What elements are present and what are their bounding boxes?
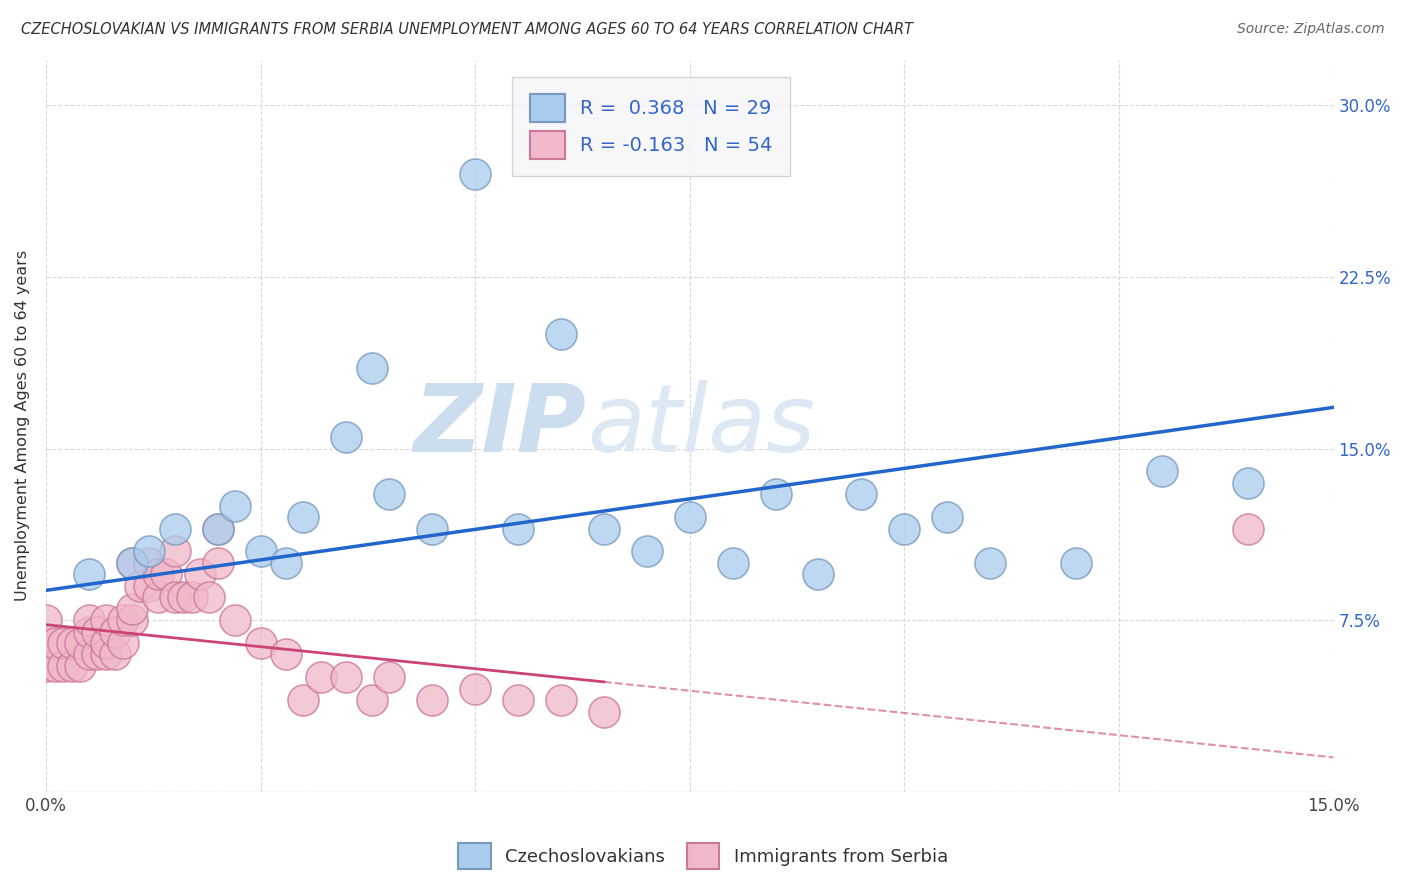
Point: [309, 670, 332, 684]
Point: [180, 591, 202, 605]
Point: [69, 658, 91, 673]
Point: [378, 670, 401, 684]
Point: [112, 613, 135, 627]
Point: [851, 487, 873, 501]
Point: [44, 658, 66, 673]
Point: [224, 613, 246, 627]
Point: [936, 510, 959, 524]
Point: [52, 658, 75, 673]
Point: [420, 522, 443, 536]
Point: [163, 544, 186, 558]
Point: [207, 522, 229, 536]
Point: [1064, 556, 1087, 570]
Point: [77, 624, 100, 639]
Point: [207, 556, 229, 570]
Point: [1236, 475, 1258, 490]
Point: [224, 499, 246, 513]
Point: [1150, 464, 1173, 478]
Point: [35, 636, 58, 650]
Point: [86, 624, 108, 639]
Legend: R =  0.368   N = 29, R = -0.163   N = 54: R = 0.368 N = 29, R = -0.163 N = 54: [512, 77, 790, 177]
Point: [506, 693, 529, 707]
Point: [893, 522, 915, 536]
Point: [464, 167, 486, 181]
Point: [94, 636, 117, 650]
Point: [77, 648, 100, 662]
Point: [378, 487, 401, 501]
Point: [35, 658, 58, 673]
Text: CZECHOSLOVAKIAN VS IMMIGRANTS FROM SERBIA UNEMPLOYMENT AMONG AGES 60 TO 64 YEARS: CZECHOSLOVAKIAN VS IMMIGRANTS FROM SERBI…: [21, 22, 912, 37]
Point: [292, 510, 315, 524]
Point: [146, 591, 169, 605]
Point: [550, 327, 572, 342]
Point: [207, 522, 229, 536]
Point: [129, 579, 152, 593]
Point: [35, 613, 58, 627]
Point: [807, 567, 830, 582]
Point: [60, 658, 83, 673]
Point: [94, 648, 117, 662]
Point: [77, 567, 100, 582]
Point: [276, 556, 298, 570]
Point: [249, 636, 271, 650]
Text: atlas: atlas: [586, 380, 815, 471]
Point: [464, 681, 486, 696]
Point: [69, 636, 91, 650]
Point: [335, 430, 357, 444]
Point: [593, 705, 616, 719]
Point: [361, 361, 384, 376]
Point: [276, 648, 298, 662]
Point: [155, 567, 177, 582]
Point: [77, 613, 100, 627]
Point: [292, 693, 315, 707]
Point: [112, 636, 135, 650]
Point: [335, 670, 357, 684]
Point: [52, 636, 75, 650]
Point: [1236, 522, 1258, 536]
Point: [593, 522, 616, 536]
Point: [121, 556, 143, 570]
Point: [190, 567, 212, 582]
Point: [765, 487, 787, 501]
Text: ZIP: ZIP: [413, 380, 586, 472]
Point: [121, 601, 143, 615]
Point: [60, 636, 83, 650]
Point: [550, 693, 572, 707]
Point: [636, 544, 658, 558]
Point: [94, 613, 117, 627]
Point: [86, 648, 108, 662]
Point: [44, 636, 66, 650]
Point: [121, 613, 143, 627]
Point: [679, 510, 702, 524]
Text: Source: ZipAtlas.com: Source: ZipAtlas.com: [1237, 22, 1385, 37]
Point: [146, 567, 169, 582]
Y-axis label: Unemployment Among Ages 60 to 64 years: Unemployment Among Ages 60 to 64 years: [15, 250, 30, 601]
Point: [163, 591, 186, 605]
Legend: Czechoslovakians, Immigrants from Serbia: Czechoslovakians, Immigrants from Serbia: [451, 836, 955, 876]
Point: [138, 556, 160, 570]
Point: [121, 556, 143, 570]
Point: [163, 522, 186, 536]
Point: [104, 648, 127, 662]
Point: [104, 624, 127, 639]
Point: [979, 556, 1001, 570]
Point: [198, 591, 221, 605]
Point: [721, 556, 744, 570]
Point: [506, 522, 529, 536]
Point: [138, 544, 160, 558]
Point: [172, 591, 194, 605]
Point: [249, 544, 271, 558]
Point: [420, 693, 443, 707]
Point: [361, 693, 384, 707]
Point: [138, 579, 160, 593]
